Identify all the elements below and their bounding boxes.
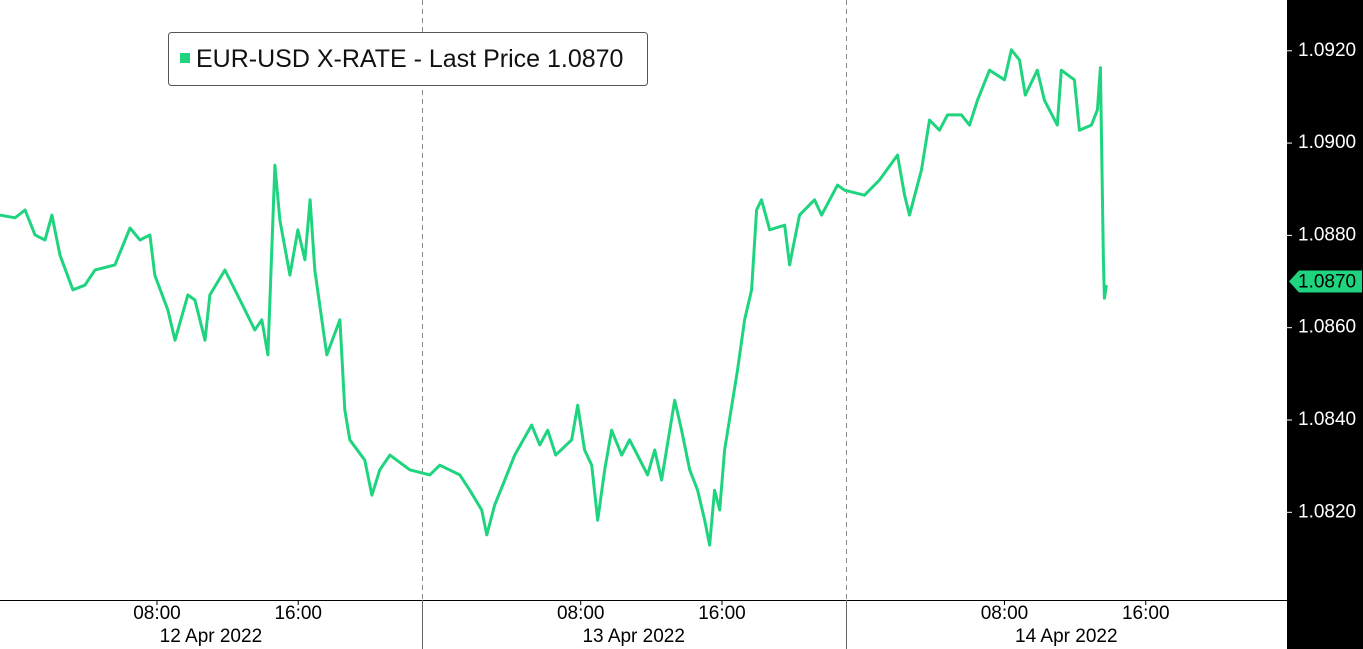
date-label: 14 Apr 2022: [1015, 626, 1117, 647]
legend-box: [168, 32, 648, 86]
y-tick-label: 1.0880: [1298, 224, 1356, 245]
x-tick-label: 08:00: [981, 603, 1029, 624]
y-tick-label: 1.0820: [1298, 501, 1356, 522]
last-price-tag: [1289, 270, 1362, 293]
x-tick-label: 08:00: [557, 603, 605, 624]
date-label: 12 Apr 2022: [160, 626, 262, 647]
legend-name: EUR-USD X-RATE - Last Price: [196, 45, 540, 73]
x-tick-label: 16:00: [1122, 603, 1170, 624]
x-tick-label: 16:00: [274, 603, 322, 624]
date-label: 13 Apr 2022: [582, 626, 684, 647]
legend-swatch: [180, 53, 190, 63]
y-tick-label: 1.0920: [1298, 40, 1356, 61]
x-tick-label: 16:00: [698, 603, 746, 624]
last-price-label: 1.0870: [1298, 272, 1356, 293]
plot-area: [0, 0, 1287, 600]
legend-label: EUR-USD X-RATE - Last Price 1.0870: [196, 45, 623, 73]
y-axis-panel: [1287, 0, 1363, 649]
x-tick-label: 08:00: [133, 603, 181, 624]
y-tick-label: 1.0860: [1298, 317, 1356, 338]
y-tick-label: 1.0840: [1298, 409, 1356, 430]
legend: EUR-USD X-RATE - Last Price 1.0870: [168, 32, 648, 86]
legend-last-price: 1.0870: [547, 45, 623, 73]
price-line: [0, 48, 1108, 547]
y-tick-label: 1.0900: [1298, 132, 1356, 153]
